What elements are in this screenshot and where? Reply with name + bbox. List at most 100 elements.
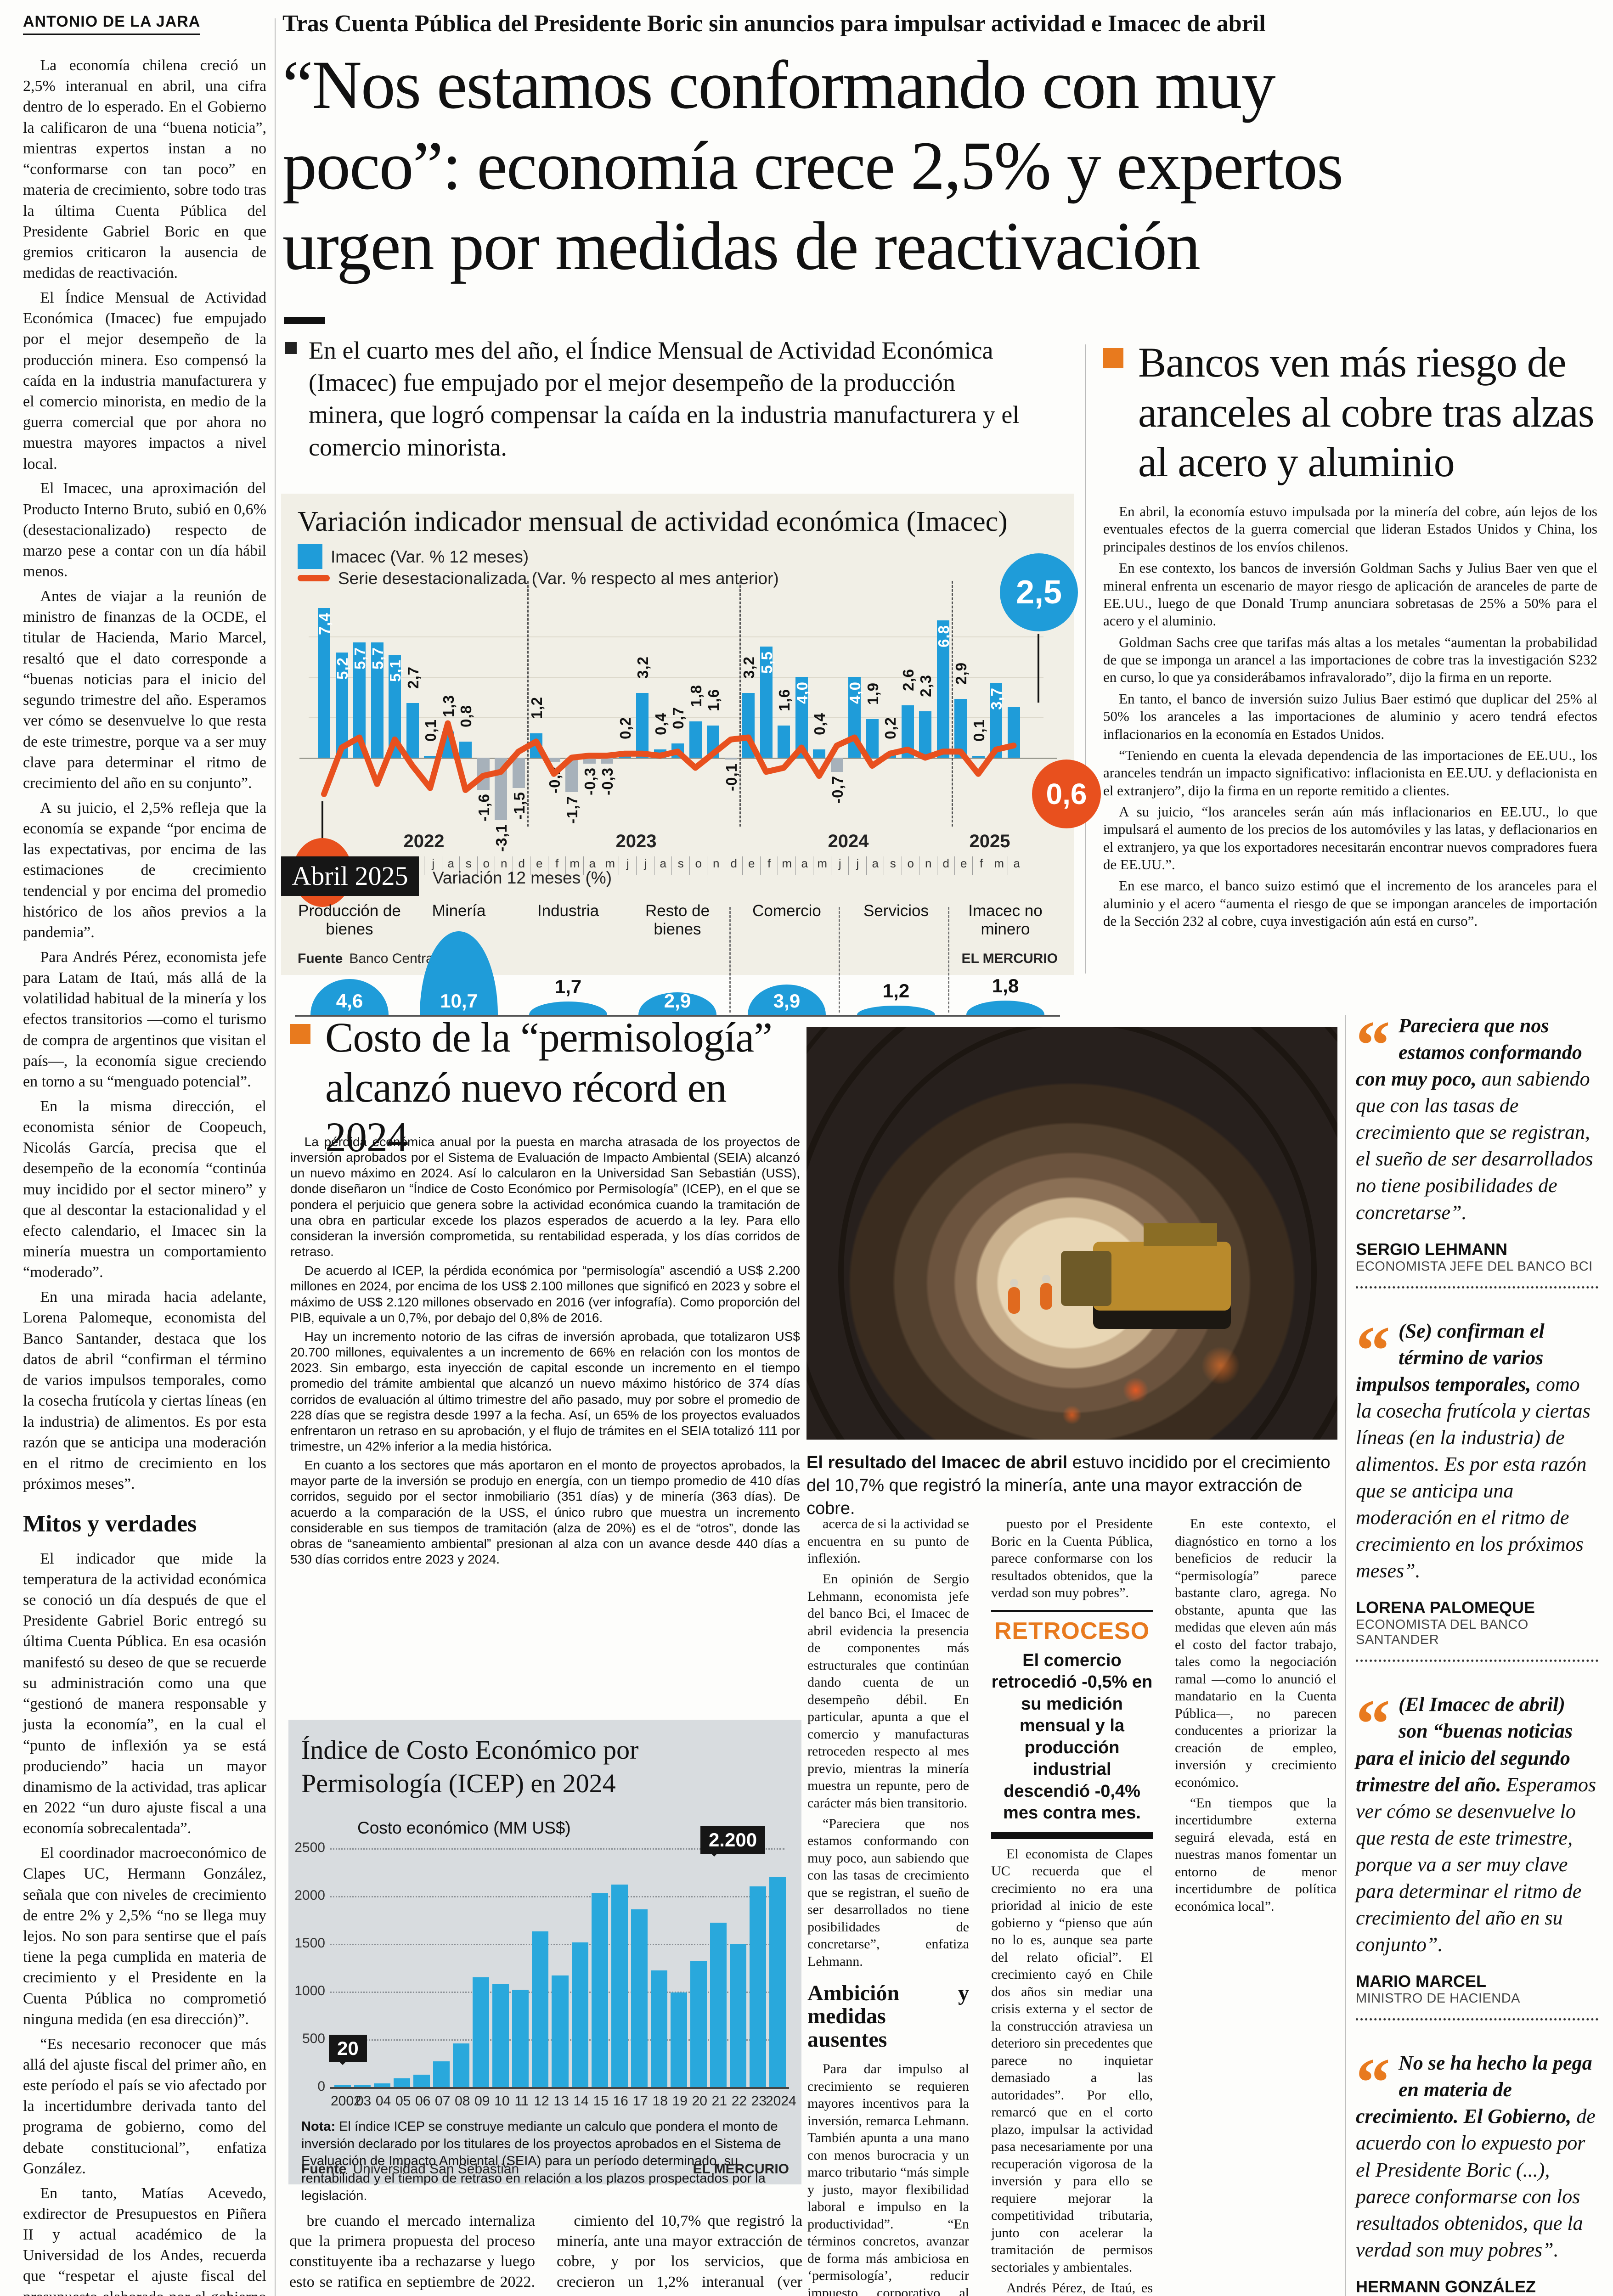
icep-plot-area: 2500 2000 1500 1000 500 0 2002 03 04 05 06 07 08 09 10… <box>288 1720 801 2184</box>
col2-first-paragraph: puesto por el Presidente Boric en la Cue… <box>991 1515 1153 1602</box>
icep-bar-20 <box>690 1961 707 2087</box>
miner-figure <box>1008 1278 1021 1314</box>
story-column-2: puesto por el Presidente Boric en la Cue… <box>991 1515 1153 2296</box>
imacec-chart-title: Variación indicador mensual de actividad… <box>298 506 1008 537</box>
retroceso-box: RETROCESO El comercio retrocedió -0,5% e… <box>991 1609 1153 1839</box>
sector-value: 3,9 <box>773 990 801 1012</box>
icep-bar-2024 <box>769 1877 786 2087</box>
sector-bump <box>857 1005 935 1015</box>
gridline <box>330 1944 784 1945</box>
paragraph: En ese contexto, los bancos de inversión… <box>1103 560 1597 629</box>
x-tick-label: 19 <box>672 2093 688 2109</box>
quote-block-2: “(Se) confirman el término de varios imp… <box>1356 1316 1598 1662</box>
imacec-bar-2022-1 <box>335 653 348 758</box>
x-tick-label: 07 <box>435 2093 451 2109</box>
chart-article-divider-rule <box>1085 344 1086 974</box>
paragraph: En la misma dirección, el economista sén… <box>23 1097 266 1281</box>
month-letter: s <box>671 856 690 875</box>
x-tick-label: 23 <box>751 2093 767 2109</box>
paragraph: Hay un incremento notorio de las cifras … <box>290 1329 800 1453</box>
imacec-bar-2024-11 <box>936 620 949 758</box>
imacec-bar-2024-10 <box>919 711 931 758</box>
x-tick-label: 17 <box>632 2093 648 2109</box>
crane-machine <box>1061 1223 1231 1329</box>
sector-bump: 10,7 <box>420 931 498 1015</box>
quote-text: (Se) confirman el término de varios impu… <box>1356 1319 1590 1582</box>
month-letter: m <box>565 856 584 875</box>
tunnel-floor-reflections <box>806 1316 1337 1440</box>
fuente-value: Universidad San Sebastián <box>353 2161 519 2177</box>
sector-name: Industria <box>537 902 599 920</box>
month-letter: n <box>707 856 725 875</box>
y-tick-label: 2000 <box>294 1888 325 1903</box>
quote-author-role: ECONOMISTA DEL BANCO SANTANDER <box>1356 1617 1528 1648</box>
headline-rule <box>284 317 325 324</box>
paragraph: A su juicio, “los aranceles serán aún má… <box>1103 803 1597 873</box>
bottom-b-paragraphs: cimiento del 10,7% que registró la miner… <box>557 2211 802 2296</box>
sector-divider <box>839 907 840 1013</box>
sector-bump: 3,9 <box>748 984 826 1015</box>
month-letter: m <box>778 856 796 875</box>
year-separator <box>739 581 741 827</box>
fuente-label: Fuente <box>301 2161 347 2177</box>
imacec-bar-2023-4 <box>601 758 613 764</box>
x-tick-label: 22 <box>731 2093 747 2109</box>
paragraph: acerca de si la actividad se encuentra e… <box>807 1516 969 1566</box>
quote-icon: “ <box>1356 1686 1390 1762</box>
paragraph: La economía chilena creció un 2,5% inter… <box>23 57 266 282</box>
year-label: 2023 <box>615 831 657 851</box>
month-letter: m <box>990 856 1008 875</box>
quote-text: (El Imacec de abril) son “buenas noticia… <box>1356 1693 1596 1956</box>
paragraph: “En tiempos que la incertidumbre externa… <box>1175 1795 1337 1914</box>
month-letter: f <box>547 856 566 875</box>
retroceso-rule <box>991 1831 1153 1839</box>
x-tick-label: 14 <box>573 2093 589 2109</box>
paragraph: bre cuando el mercado internaliza que la… <box>289 2212 535 2296</box>
x-tick-label: 04 <box>375 2093 391 2109</box>
month-letter: j <box>636 856 654 875</box>
icep-bar-03 <box>354 2084 371 2087</box>
legend-item-serie: Serie desestacionalizada (Var. % respect… <box>298 569 779 588</box>
bottom-column-b: cimiento del 10,7% que registró la miner… <box>557 2211 802 2296</box>
paragraph: Andrés Pérez, de Itaú, es enfático en qu… <box>1006 2280 1153 2296</box>
serie-desestacionalizada-line <box>321 720 1017 797</box>
brand: EL MERCURIO <box>961 951 1058 966</box>
quote-icon: “ <box>1356 1007 1390 1083</box>
costo-bullet <box>290 1024 310 1044</box>
icep-source-row: Fuente Universidad San Sebastián EL MERCU… <box>301 2161 789 2177</box>
month-letter: e <box>530 856 548 875</box>
x-tick-label: 12 <box>534 2093 549 2109</box>
year-label: 2024 <box>828 831 869 851</box>
imacec-bar-2023-11 <box>724 758 737 760</box>
main-headline: “Nos estamos conformando con muy poco”: … <box>282 47 1343 284</box>
month-letter: f <box>972 856 991 875</box>
icep-bar-16 <box>611 1885 628 2087</box>
icep-bar-22 <box>729 1944 746 2087</box>
x-tick-label: 2002 <box>331 2093 361 2109</box>
icep-bar-07 <box>433 2061 450 2087</box>
sector-value: 1,7 <box>554 976 582 998</box>
month-letter: s <box>884 856 902 875</box>
month-letter: o <box>689 856 708 875</box>
x-tick-label: 15 <box>593 2093 609 2109</box>
x-tick-label: 06 <box>415 2093 431 2109</box>
subhead-ambicion: Ambición y medidas ausentes <box>807 1981 969 2052</box>
month-letter: a <box>583 856 602 875</box>
paragraph: En ese marco, el banco suizo estimó que … <box>1103 878 1597 929</box>
paragraph: En abril, la economía estuvo impulsada p… <box>1103 503 1597 555</box>
quote-text: No se ha hecho la pega en materia de cre… <box>1356 2052 1596 2261</box>
icep-bar-14 <box>571 1942 588 2087</box>
month-letter: a <box>1007 856 1026 875</box>
deck: En el cuarto mes del año, el Índice Mens… <box>309 337 1020 461</box>
month-letter: d <box>512 856 531 875</box>
imacec-bar-2022-6 <box>424 755 436 758</box>
paragraph: El coordinador macroeconómico de Clapes … <box>23 1845 266 2028</box>
x-tick-label: 2024 <box>765 2093 796 2109</box>
imacec-bar-2022-5 <box>406 703 419 758</box>
sector-3: Resto de bienes 2,9 <box>623 902 732 1015</box>
paragraph: cimiento del 10,7% que registró la miner… <box>557 2212 802 2296</box>
imacec-bar-2022-11 <box>512 758 525 788</box>
quote-text: Pareciera que nos estamos conformando co… <box>1356 1014 1593 1224</box>
bancos-body: En abril, la economía estuvo impulsada p… <box>1103 503 1597 934</box>
sector-bump <box>966 1001 1044 1015</box>
